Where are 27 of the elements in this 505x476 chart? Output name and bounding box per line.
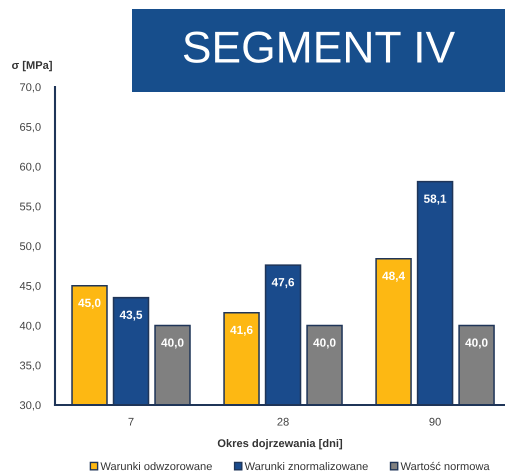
legend-label: Warunki odwzorowane [100, 462, 212, 470]
x-axis-title: Okres dojrzewania [dni] [218, 438, 342, 450]
data-label: 58,1 [424, 194, 446, 205]
data-label: 40,0 [465, 338, 488, 348]
y-tick-label: 65,0 [20, 123, 41, 132]
legend-label: Warunki znormalizowane [244, 462, 368, 470]
data-label: 41,6 [230, 326, 253, 336]
y-tick-label: 55,0 [20, 202, 41, 212]
data-label: 48,4 [382, 272, 405, 282]
data-label: 43,5 [120, 310, 142, 321]
y-tick-label: 40,0 [20, 322, 41, 331]
y-tick-label: 50,0 [20, 242, 41, 252]
y-tick-label: 30,0 [20, 401, 41, 410]
chart-title: SEGMENT IV [184, 31, 455, 63]
y-axis-title: σ [MPa] [12, 60, 52, 72]
x-tick-label: 28 [277, 418, 289, 426]
x-tick-label: 7 [128, 418, 134, 426]
y-tick-label: 45,0 [20, 282, 41, 292]
data-label: 40,0 [313, 338, 336, 348]
y-tick-label: 60,0 [20, 162, 41, 172]
x-tick-label: 90 [429, 418, 441, 426]
data-label: 40,0 [161, 338, 184, 348]
data-label: 45,0 [78, 298, 101, 309]
legend-label: Wartość normowa [400, 462, 490, 470]
y-tick-label: 35,0 [20, 362, 41, 371]
data-label: 47,6 [272, 278, 294, 288]
y-tick-label: 70,0 [20, 83, 41, 92]
